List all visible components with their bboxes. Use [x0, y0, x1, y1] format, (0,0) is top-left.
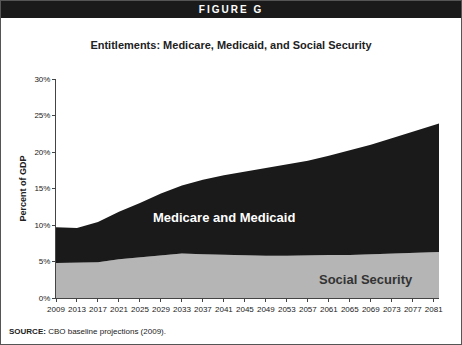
svg-text:2065: 2065 — [341, 305, 359, 314]
svg-text:10%: 10% — [34, 221, 50, 230]
svg-text:2061: 2061 — [320, 305, 338, 314]
svg-text:Percent of GDP: Percent of GDP — [18, 155, 28, 221]
svg-text:2057: 2057 — [299, 305, 317, 314]
svg-text:2013: 2013 — [68, 305, 86, 314]
svg-text:2045: 2045 — [236, 305, 254, 314]
svg-text:15%: 15% — [34, 184, 50, 193]
svg-text:5%: 5% — [39, 257, 51, 266]
svg-text:2077: 2077 — [404, 305, 422, 314]
svg-text:Social Security: Social Security — [319, 272, 413, 287]
svg-text:2021: 2021 — [110, 305, 128, 314]
svg-text:30%: 30% — [34, 75, 50, 84]
svg-text:Medicare and Medicaid: Medicare and Medicaid — [153, 210, 295, 225]
svg-text:2009: 2009 — [47, 305, 65, 314]
svg-text:0%: 0% — [39, 294, 51, 303]
svg-text:2025: 2025 — [131, 305, 149, 314]
svg-text:2073: 2073 — [383, 305, 401, 314]
svg-text:25%: 25% — [34, 111, 50, 120]
html-text:SOURCE: CBO baseline projectio: SOURCE: CBO baseline projections (2009). — [9, 327, 166, 336]
html-text:FIGURE G: FIGURE G — [198, 4, 264, 15]
svg-text:2017: 2017 — [89, 305, 107, 314]
svg-text:2041: 2041 — [215, 305, 233, 314]
svg-text:Entitlements: Medicare, Medica: Entitlements: Medicare, Medicaid, and So… — [90, 39, 372, 51]
svg-text:20%: 20% — [34, 148, 50, 157]
svg-text:2069: 2069 — [362, 305, 380, 314]
svg-text:2029: 2029 — [152, 305, 170, 314]
svg-text:2053: 2053 — [278, 305, 296, 314]
svg-text:2033: 2033 — [173, 305, 191, 314]
svg-text:2049: 2049 — [257, 305, 275, 314]
svg-text:2081: 2081 — [425, 305, 443, 314]
svg-text:2037: 2037 — [194, 305, 212, 314]
